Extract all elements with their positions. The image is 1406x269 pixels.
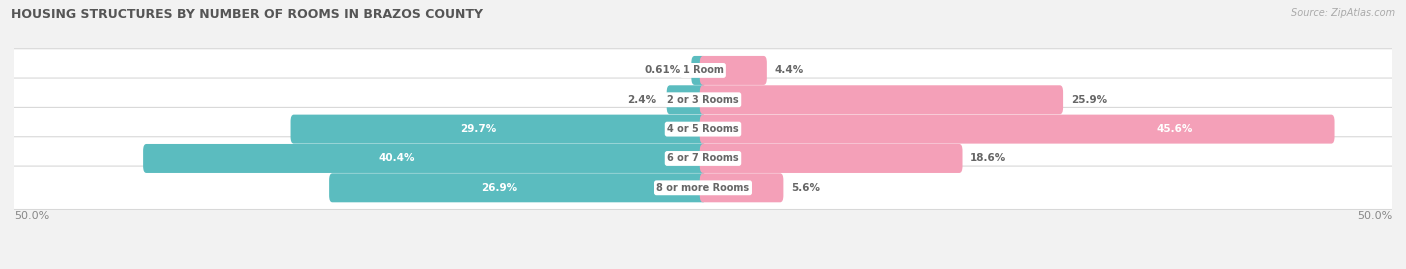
FancyBboxPatch shape: [700, 85, 1063, 114]
Text: 26.9%: 26.9%: [481, 183, 517, 193]
FancyBboxPatch shape: [7, 137, 1399, 180]
Text: 4.4%: 4.4%: [775, 65, 804, 75]
Text: 2 or 3 Rooms: 2 or 3 Rooms: [668, 95, 738, 105]
Text: 45.6%: 45.6%: [1156, 124, 1192, 134]
FancyBboxPatch shape: [143, 144, 706, 173]
Text: 40.4%: 40.4%: [378, 154, 415, 164]
FancyBboxPatch shape: [7, 107, 1399, 151]
FancyBboxPatch shape: [692, 56, 706, 85]
Text: Source: ZipAtlas.com: Source: ZipAtlas.com: [1291, 8, 1395, 18]
FancyBboxPatch shape: [329, 173, 706, 202]
FancyBboxPatch shape: [700, 173, 783, 202]
Text: 0.61%: 0.61%: [644, 65, 681, 75]
Text: 1 Room: 1 Room: [682, 65, 724, 75]
FancyBboxPatch shape: [7, 49, 1399, 92]
Text: HOUSING STRUCTURES BY NUMBER OF ROOMS IN BRAZOS COUNTY: HOUSING STRUCTURES BY NUMBER OF ROOMS IN…: [11, 8, 484, 21]
Text: 18.6%: 18.6%: [970, 154, 1007, 164]
Text: 4 or 5 Rooms: 4 or 5 Rooms: [668, 124, 738, 134]
Text: 50.0%: 50.0%: [1357, 211, 1392, 221]
Text: 29.7%: 29.7%: [460, 124, 496, 134]
FancyBboxPatch shape: [666, 85, 706, 114]
FancyBboxPatch shape: [7, 78, 1399, 122]
Text: 8 or more Rooms: 8 or more Rooms: [657, 183, 749, 193]
FancyBboxPatch shape: [700, 144, 963, 173]
Text: 50.0%: 50.0%: [14, 211, 49, 221]
FancyBboxPatch shape: [7, 166, 1399, 210]
Text: 25.9%: 25.9%: [1071, 95, 1107, 105]
FancyBboxPatch shape: [700, 56, 766, 85]
Text: 5.6%: 5.6%: [792, 183, 820, 193]
Text: 6 or 7 Rooms: 6 or 7 Rooms: [668, 154, 738, 164]
Text: 2.4%: 2.4%: [627, 95, 657, 105]
FancyBboxPatch shape: [291, 115, 706, 144]
FancyBboxPatch shape: [700, 115, 1334, 144]
